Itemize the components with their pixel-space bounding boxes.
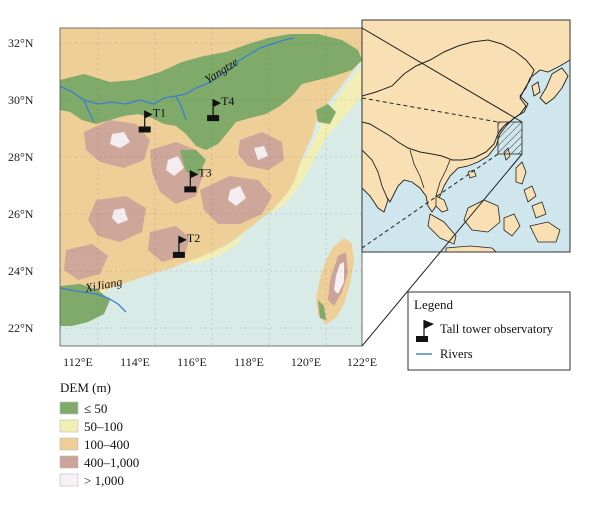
tower-legend-label: Tall tower observatory xyxy=(440,322,554,336)
lat-tick-label: 26°N xyxy=(8,207,34,221)
rivers xyxy=(60,37,295,313)
philippines-islands xyxy=(515,161,547,219)
dem-class-label: 400–1,000 xyxy=(84,455,139,470)
lon-tick-label: 120°E xyxy=(291,355,321,369)
dem-swatch xyxy=(59,401,79,415)
overview-frame xyxy=(361,19,571,253)
coastal-plain xyxy=(270,66,362,214)
taiwan-island xyxy=(316,238,354,324)
dem-legend-row: 400–1,000 xyxy=(59,455,139,470)
dem-swatch xyxy=(59,455,79,469)
station-label: T1 xyxy=(153,106,166,120)
lon-tick-label: 114°E xyxy=(120,355,150,369)
tower-station-t2: T2 xyxy=(172,231,200,258)
maritime-asia-islands xyxy=(427,199,561,252)
lat-tick-label: 30°N xyxy=(8,93,34,107)
japan-islands xyxy=(539,67,569,105)
dem-legend-row: 100–400 xyxy=(59,437,130,452)
river-legend-label: Rivers xyxy=(440,347,473,361)
tower-station-t4: T4 xyxy=(207,94,234,122)
dem-legend-title: DEM (m) xyxy=(60,380,111,395)
tower-station-t3: T3 xyxy=(184,165,212,193)
study-area-box xyxy=(497,121,523,155)
dem-legend-row: ≤ 50 xyxy=(59,401,107,416)
dem-class-label: > 1,000 xyxy=(84,473,124,488)
dem-class-label: ≤ 50 xyxy=(84,401,107,416)
symbol-legend: Legend Tall tower observatory Rivers xyxy=(407,291,571,371)
lat-tick-label: 32°N xyxy=(8,36,34,50)
station-label: T3 xyxy=(198,165,211,179)
graticule xyxy=(60,28,362,346)
tower-stations: T1 T4 T3 T2 xyxy=(138,94,234,258)
dem-swatch xyxy=(59,437,79,451)
dem-legend-row: 50–100 xyxy=(59,419,123,434)
lat-tick-label: 22°N xyxy=(8,321,34,335)
yangtze-river xyxy=(60,37,295,105)
tower-legend-icon xyxy=(416,320,434,342)
lon-tick-label: 116°E xyxy=(177,355,207,369)
legend-frame xyxy=(407,291,571,371)
lon-tick-label: 118°E xyxy=(234,355,264,369)
dem-legend: DEM (m) ≤ 50 50–100 100–400 400–1,000 > 1,00… xyxy=(59,380,139,488)
station-label: T4 xyxy=(221,94,234,108)
station-label: T2 xyxy=(187,231,200,245)
china-border xyxy=(362,39,535,161)
dem-swatch xyxy=(59,473,79,487)
xijiang-river xyxy=(60,287,127,313)
dem-class-label: 100–400 xyxy=(84,437,130,452)
xijiang-label: XiJiang xyxy=(83,275,123,295)
latitude-axis: 32°N 30°N 28°N 26°N 24°N 22°N xyxy=(8,36,34,335)
lon-tick-label: 112°E xyxy=(63,355,93,369)
dem-legend-row: > 1,000 xyxy=(59,473,124,488)
projection-lines xyxy=(362,97,499,249)
legend-title: Legend xyxy=(414,297,453,312)
lon-tick-label: 122°E xyxy=(347,355,377,369)
inset-connectors xyxy=(361,27,523,347)
dem-swatch xyxy=(59,419,79,433)
overview-inset-map xyxy=(361,19,571,253)
dem-class-label: 50–100 xyxy=(84,419,123,434)
tower-station-t1: T1 xyxy=(138,106,166,133)
lat-tick-label: 24°N xyxy=(8,264,34,278)
longitude-axis: 112°E 114°E 116°E 118°E 120°E 122°E xyxy=(63,355,377,369)
lat-tick-label: 28°N xyxy=(8,150,34,164)
